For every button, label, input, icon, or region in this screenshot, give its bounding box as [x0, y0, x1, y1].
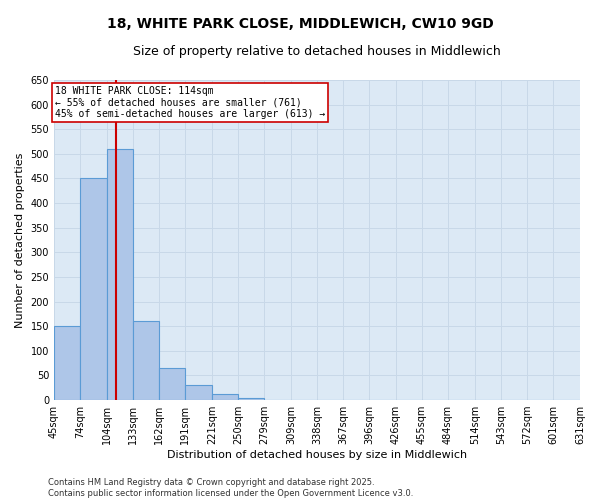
Bar — [212, 394, 238, 400]
Bar — [238, 398, 264, 400]
X-axis label: Distribution of detached houses by size in Middlewich: Distribution of detached houses by size … — [167, 450, 467, 460]
Text: Contains HM Land Registry data © Crown copyright and database right 2025.
Contai: Contains HM Land Registry data © Crown c… — [48, 478, 413, 498]
Bar — [107, 149, 133, 400]
Bar — [185, 386, 212, 400]
Title: Size of property relative to detached houses in Middlewich: Size of property relative to detached ho… — [133, 45, 501, 58]
Bar — [80, 178, 107, 400]
Bar — [54, 326, 80, 400]
Y-axis label: Number of detached properties: Number of detached properties — [15, 152, 25, 328]
Bar — [133, 322, 159, 400]
Text: 18, WHITE PARK CLOSE, MIDDLEWICH, CW10 9GD: 18, WHITE PARK CLOSE, MIDDLEWICH, CW10 9… — [107, 18, 493, 32]
Text: 18 WHITE PARK CLOSE: 114sqm
← 55% of detached houses are smaller (761)
45% of se: 18 WHITE PARK CLOSE: 114sqm ← 55% of det… — [55, 86, 325, 119]
Bar — [159, 368, 185, 400]
